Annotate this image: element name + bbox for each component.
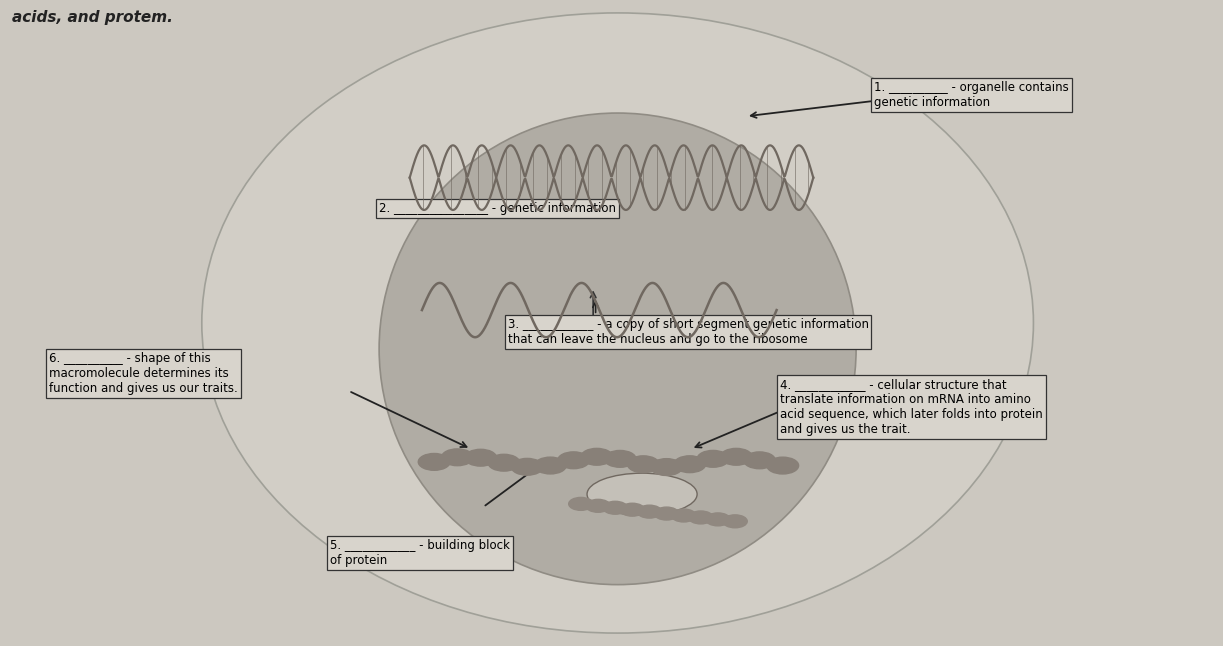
Circle shape	[581, 448, 613, 465]
Circle shape	[569, 497, 593, 510]
Circle shape	[488, 454, 520, 471]
Circle shape	[654, 507, 679, 520]
Circle shape	[671, 509, 696, 522]
Text: 4. ____________ - cellular structure that
translate information on mRNA into ami: 4. ____________ - cellular structure tha…	[780, 378, 1043, 436]
Circle shape	[604, 450, 636, 467]
Circle shape	[534, 457, 566, 474]
Circle shape	[465, 450, 497, 466]
Circle shape	[720, 448, 752, 465]
Text: acids, and protem.: acids, and protem.	[12, 10, 174, 25]
Circle shape	[603, 501, 627, 514]
Circle shape	[511, 459, 543, 475]
Text: 6. __________ - shape of this
macromolecule determines its
function and gives us: 6. __________ - shape of this macromolec…	[49, 352, 237, 395]
Text: 2. ________________ - genetic information: 2. ________________ - genetic informatio…	[379, 202, 616, 214]
Ellipse shape	[379, 113, 856, 585]
Circle shape	[558, 452, 589, 469]
Circle shape	[586, 499, 610, 512]
Circle shape	[651, 459, 682, 475]
Circle shape	[744, 452, 775, 469]
Circle shape	[620, 503, 645, 516]
Circle shape	[723, 515, 747, 528]
Ellipse shape	[587, 473, 697, 516]
Circle shape	[418, 453, 450, 470]
Text: 1. __________ - organelle contains
genetic information: 1. __________ - organelle contains genet…	[874, 81, 1069, 109]
Circle shape	[674, 456, 706, 473]
Circle shape	[689, 511, 713, 524]
Circle shape	[442, 449, 473, 466]
Ellipse shape	[202, 13, 1033, 633]
Text: 3. ____________ - a copy of short segment genetic information
that can leave the: 3. ____________ - a copy of short segmen…	[508, 318, 868, 346]
Circle shape	[637, 505, 662, 518]
Circle shape	[627, 456, 659, 473]
Circle shape	[697, 450, 729, 467]
Circle shape	[767, 457, 799, 474]
Circle shape	[706, 513, 730, 526]
Text: 5. ____________ - building block
of protein: 5. ____________ - building block of prot…	[330, 539, 510, 567]
